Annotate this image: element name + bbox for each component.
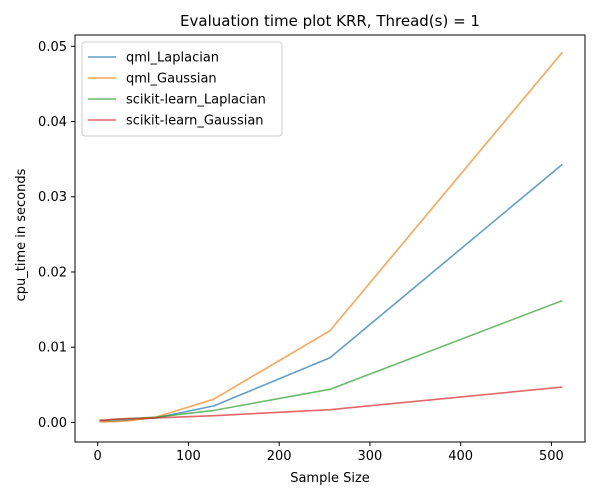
- legend: qml_Laplacian qml_Gaussian scikit-learn_La…: [81, 41, 283, 137]
- y-axis-title: cpu_time in seconds: [14, 168, 29, 301]
- series-line-0: [99, 163, 563, 423]
- legend-label-3: scikit-learn_Gaussian: [126, 114, 264, 129]
- legend-box: [81, 41, 283, 137]
- y-tick-label-3: 0.03: [38, 190, 67, 205]
- y-tick-label-1: 0.01: [38, 341, 67, 356]
- legend-label-0: qml_Laplacian: [126, 51, 219, 66]
- x-tick-label-5: 500: [539, 449, 564, 464]
- legend-label-2: scikit-learn_Laplacian: [126, 93, 266, 108]
- plot-lines: [99, 51, 563, 423]
- y-tick-label-2: 0.02: [38, 265, 67, 280]
- y-tick-label-4: 0.04: [38, 115, 67, 130]
- x-tick-label-4: 400: [448, 449, 473, 464]
- series-line-3: [99, 386, 563, 421]
- y-tick-label-0: 0.00: [38, 416, 67, 431]
- y-tick-label-5: 0.05: [38, 40, 67, 55]
- chart-title: Evaluation time plot KRR, Thread(s) = 1: [180, 12, 480, 30]
- x-axis-title: Sample Size: [290, 471, 370, 486]
- legend-label-1: qml_Gaussian: [126, 72, 217, 87]
- x-tick-label-2: 200: [267, 449, 292, 464]
- x-axis: 0 100 200 300 400 500: [94, 442, 564, 464]
- x-tick-label-0: 0: [94, 449, 102, 464]
- series-line-1: [99, 51, 563, 423]
- x-tick-label-3: 300: [358, 449, 383, 464]
- y-axis: 0.00 0.01 0.02 0.03 0.04 0.05: [38, 40, 75, 431]
- plot-frame: [74, 34, 586, 443]
- x-tick-label-1: 100: [176, 449, 201, 464]
- series-line-2: [99, 299, 563, 421]
